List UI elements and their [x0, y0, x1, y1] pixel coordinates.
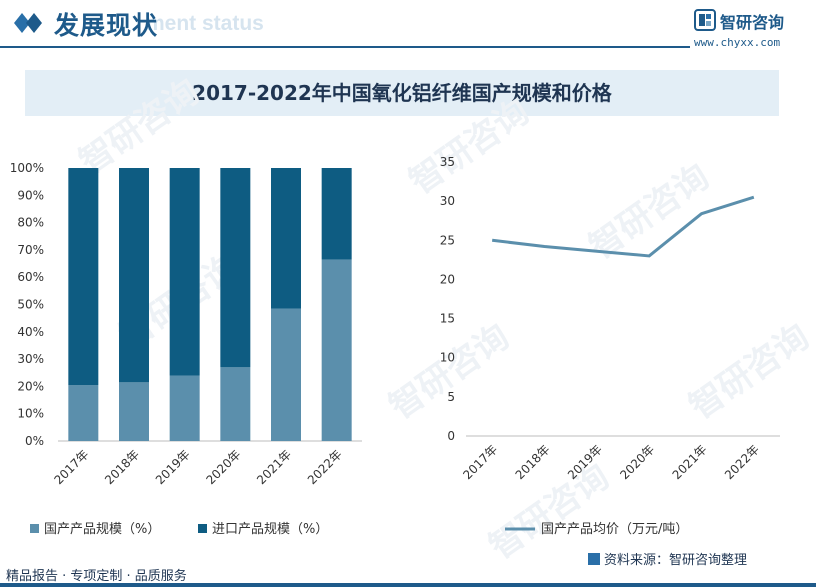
legend-label: 进口产品规模（%）: [212, 522, 328, 537]
section-subtitle: ment status: [146, 12, 264, 35]
brand-logo-icon: [694, 9, 716, 31]
bar-import: [68, 168, 99, 386]
section-title: 发展现状: [54, 11, 159, 40]
line-x-tick-label: 2017年: [460, 442, 500, 482]
bar-import: [169, 168, 200, 376]
legend-swatch: [30, 524, 39, 533]
line-x-tick-label: 2022年: [722, 442, 762, 482]
stacked-bar-chart: 0% 10% 20% 30% 40% 50% 60% 70% 80% 90% 100% 2017年 20…: [10, 161, 362, 537]
line-y-tick-label: 15: [440, 312, 455, 326]
legend-label: 国产产品均价（万元/吨）: [541, 522, 688, 537]
bar-x-tick-label: 2020年: [203, 447, 243, 487]
line-y-tick-label: 20: [440, 272, 455, 286]
source-text: 资料来源：智研咨询整理: [604, 553, 748, 568]
bar-import: [220, 168, 251, 368]
bar-x-tick-label: 2022年: [305, 447, 345, 487]
legend-swatch: [198, 524, 207, 533]
bar-y-tick-label: 40%: [17, 325, 44, 339]
line-y-tick-label: 0: [447, 429, 455, 443]
bar-y-tick-label: 100%: [10, 161, 44, 175]
bar-y-tick-label: 80%: [17, 216, 44, 230]
page-header: ment status 发展现状 智研咨询 www.chyxx.com: [0, 0, 816, 60]
watermark-text: 智研咨询: [682, 317, 816, 428]
bar-domestic: [68, 385, 99, 441]
bar-import: [271, 168, 301, 309]
bar-import: [119, 168, 149, 383]
bar-x-tick-label: 2017年: [51, 447, 91, 487]
bar-y-tick-label: 70%: [17, 243, 44, 257]
brand-name: 智研咨询: [720, 13, 785, 32]
watermark-text: 智研咨询: [402, 92, 536, 203]
line-x-tick-label: 2020年: [617, 442, 657, 482]
header-divider: [0, 46, 690, 48]
chart-title: 2017-2022年中国氧化铝纤维国产规模和价格: [192, 81, 612, 105]
bar-x-tick-label: 2019年: [153, 447, 193, 487]
bar-y-tick-label: 10%: [17, 407, 44, 421]
line-x-tick-label: 2021年: [670, 442, 710, 482]
bar-y-tick-label: 30%: [17, 352, 44, 366]
bar-domestic: [220, 367, 251, 441]
line-y-tick-label: 5: [447, 390, 455, 404]
brand-url: www.chyxx.com: [694, 36, 781, 49]
bar-domestic: [271, 308, 301, 441]
bar-y-tick-label: 60%: [17, 270, 44, 284]
line-y-tick-label: 10: [440, 351, 455, 365]
bar-y-tick-label: 90%: [17, 188, 44, 202]
line-x-tick-label: 2018年: [513, 442, 553, 482]
source-icon: [588, 553, 600, 565]
line-y-tick-label: 30: [440, 194, 455, 208]
bar-domestic: [169, 375, 200, 441]
line-y-tick-label: 25: [440, 233, 455, 247]
chart-title-box: 2017-2022年中国氧化铝纤维国产规模和价格: [25, 70, 779, 116]
watermark-text: 智研咨询: [72, 72, 206, 183]
bar-import: [321, 168, 352, 260]
line-y-tick-label: 35: [440, 155, 455, 169]
diamond-icon: [14, 13, 42, 33]
bar-y-tick-label: 0%: [25, 434, 44, 448]
watermark-text: 智研咨询: [382, 317, 516, 428]
source-note: 资料来源：智研咨询整理: [588, 549, 747, 568]
footer-bar: [0, 583, 816, 587]
bar-y-tick-label: 50%: [17, 298, 44, 312]
footer-slogan: 精品报告 · 专项定制 · 品质服务: [6, 569, 187, 584]
bar-x-tick-label: 2021年: [254, 447, 294, 487]
legend-label: 国产产品规模（%）: [44, 522, 160, 537]
bar-domestic: [321, 259, 352, 441]
bar-y-tick-label: 20%: [17, 379, 44, 393]
bar-domestic: [119, 382, 149, 441]
bar-x-tick-label: 2018年: [102, 447, 142, 487]
price-line: [491, 195, 755, 258]
